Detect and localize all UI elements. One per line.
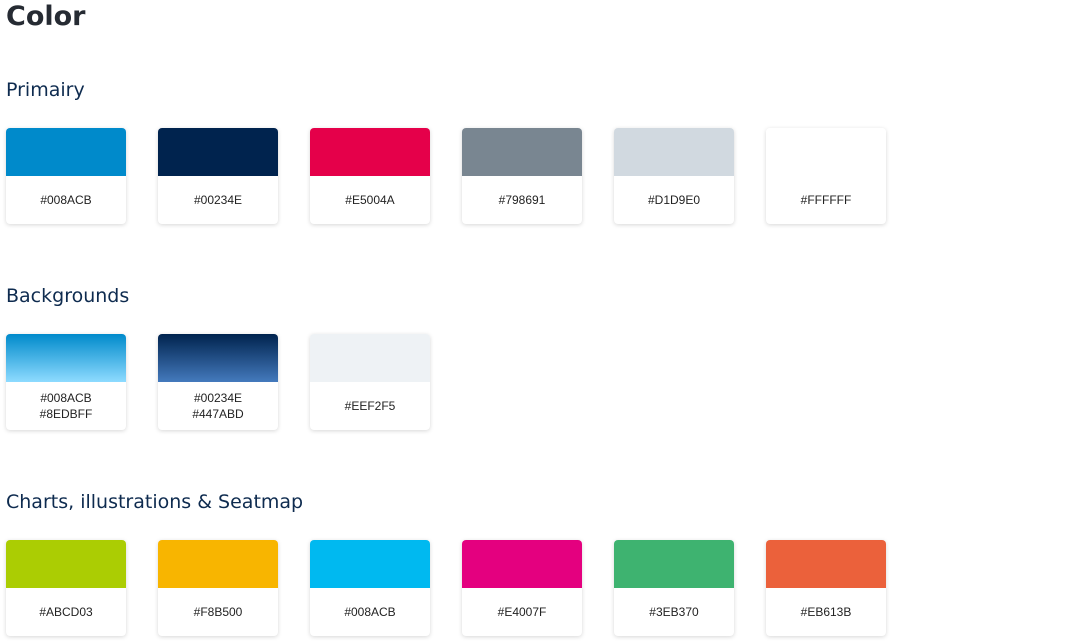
color-code-text: #E4007F xyxy=(497,605,547,619)
color-swatch-card: #E4007F xyxy=(462,540,582,636)
color-code-label: #FFFFFF xyxy=(766,176,886,224)
color-code-text: #798691 xyxy=(498,193,546,207)
color-chip xyxy=(766,128,886,176)
color-chip xyxy=(310,540,430,588)
color-code-label: #EEF2F5 xyxy=(310,382,430,430)
color-code-label: #008ACB #8EDBFF xyxy=(6,382,126,430)
color-code-text: #ABCD03 xyxy=(39,605,93,619)
section-title-backgrounds: Backgrounds xyxy=(6,285,130,307)
color-swatch-card: #798691 xyxy=(462,128,582,224)
color-code-label: #3EB370 xyxy=(614,588,734,636)
section-title-primary: Primairy xyxy=(6,79,85,101)
color-swatch-card: #00234E xyxy=(158,128,278,224)
color-chip xyxy=(158,128,278,176)
color-chip xyxy=(158,540,278,588)
gradient-color-chip xyxy=(158,334,278,382)
color-code-text: #E5004A xyxy=(345,193,395,207)
color-swatch-card: #D1D9E0 xyxy=(614,128,734,224)
gradient-color-chip xyxy=(6,334,126,382)
color-swatch-card: #F8B500 xyxy=(158,540,278,636)
color-code-text: #008ACB xyxy=(344,605,396,619)
color-code-text: #008ACB xyxy=(40,193,92,207)
color-code-label: #F8B500 xyxy=(158,588,278,636)
section-title-charts: Charts, illustrations & Seatmap xyxy=(6,491,304,513)
color-code-text: #447ABD xyxy=(192,407,244,421)
color-chip xyxy=(614,540,734,588)
color-swatch-card: #E5004A xyxy=(310,128,430,224)
color-chip xyxy=(462,128,582,176)
color-code-label: #008ACB xyxy=(6,176,126,224)
color-chip xyxy=(310,128,430,176)
color-code-text: #008ACB xyxy=(40,391,92,405)
color-code-label: #00234E #447ABD xyxy=(158,382,278,430)
color-chip xyxy=(6,128,126,176)
color-swatch-card: #EB613B xyxy=(766,540,886,636)
color-code-text: #00234E xyxy=(193,391,243,405)
color-code-label: #798691 xyxy=(462,176,582,224)
color-chip xyxy=(310,334,430,382)
color-code-text: #EB613B xyxy=(800,605,852,619)
swatch-row-primary: #008ACB #00234E #E5004A #798691 #D1D9E0 #FFFF… xyxy=(6,128,886,224)
swatch-row-backgrounds: #008ACB #8EDBFF #00234E #447ABD #EEF2F5 xyxy=(6,334,430,430)
color-chip xyxy=(462,540,582,588)
page-title: Color xyxy=(6,1,86,32)
color-swatch-card: #008ACB xyxy=(310,540,430,636)
color-swatch-card: #ABCD03 xyxy=(6,540,126,636)
color-code-text: #D1D9E0 xyxy=(647,193,701,207)
color-swatch-card: #00234E #447ABD xyxy=(158,334,278,430)
color-code-label: #008ACB xyxy=(310,588,430,636)
color-swatch-card: #EEF2F5 xyxy=(310,334,430,430)
color-code-label: #D1D9E0 xyxy=(614,176,734,224)
color-chip xyxy=(6,540,126,588)
color-code-text: #8EDBFF xyxy=(39,407,93,421)
color-chip xyxy=(766,540,886,588)
swatch-row-charts: #ABCD03 #F8B500 #008ACB #E4007F #3EB370 #EB61… xyxy=(6,540,886,636)
color-code-label: #EB613B xyxy=(766,588,886,636)
color-code-text: #3EB370 xyxy=(649,605,699,619)
color-swatch-card: #3EB370 xyxy=(614,540,734,636)
color-code-label: #ABCD03 xyxy=(6,588,126,636)
color-code-label: #00234E xyxy=(158,176,278,224)
color-chip xyxy=(614,128,734,176)
color-swatch-card: #FFFFFF xyxy=(766,128,886,224)
color-code-label: #E4007F xyxy=(462,588,582,636)
color-swatch-card: #008ACB xyxy=(6,128,126,224)
color-code-text: #00234E xyxy=(193,193,243,207)
color-code-text: #EEF2F5 xyxy=(344,399,396,413)
color-code-text: #F8B500 xyxy=(193,605,243,619)
color-code-label: #E5004A xyxy=(310,176,430,224)
color-code-text: #FFFFFF xyxy=(800,193,852,207)
color-swatch-card: #008ACB #8EDBFF xyxy=(6,334,126,430)
